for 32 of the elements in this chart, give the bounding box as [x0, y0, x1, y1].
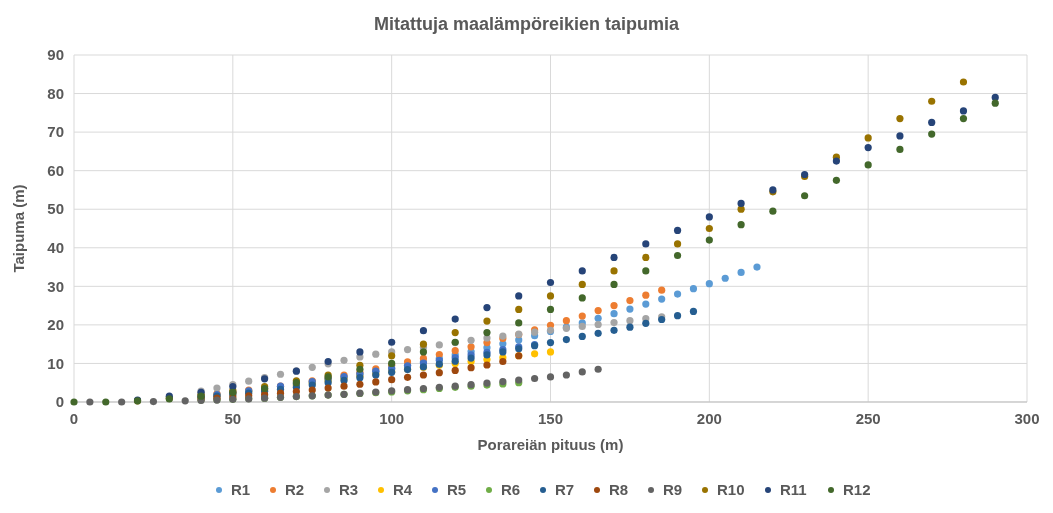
y-tick-label: 0 [55, 393, 64, 411]
x-tick-label: 300 [1014, 410, 1040, 427]
legend-label: R4 [393, 481, 413, 498]
legend-label: R5 [447, 481, 467, 498]
y-tick-label: 90 [47, 46, 64, 64]
legend-label: R7 [555, 481, 575, 498]
legend-label: R9 [663, 481, 683, 498]
y-tick-label: 50 [47, 200, 64, 218]
x-axis-title: Porareiän pituus (m) [477, 436, 624, 453]
legend-label: R6 [501, 481, 521, 498]
y-axis-title: Taipuma (m) [10, 184, 27, 273]
legend-label: R10 [717, 481, 745, 498]
y-tick-label: 30 [47, 277, 64, 295]
legend-label: R11 [780, 481, 807, 498]
legend-label: R12 [843, 481, 871, 498]
legend-label: R2 [285, 481, 305, 498]
x-tick-label: 100 [379, 410, 405, 427]
x-tick-label: 0 [69, 410, 79, 427]
x-tick-label: 250 [855, 410, 881, 427]
x-tick-label: 50 [224, 410, 242, 427]
y-tick-label: 60 [47, 161, 64, 179]
x-tick-label: 200 [696, 410, 722, 427]
y-tick-label: 70 [47, 123, 64, 141]
y-tick-label: 10 [47, 354, 64, 372]
legend-label: R8 [609, 481, 629, 498]
legend-label: R3 [339, 481, 359, 498]
chart-title: Mitattuja maalämpöreikien taipumia [373, 14, 681, 34]
y-tick-label: 40 [47, 239, 64, 257]
y-tick-label: 80 [47, 84, 64, 102]
x-tick-label: 150 [537, 410, 564, 427]
legend-label: R1 [231, 481, 251, 498]
y-tick-label: 20 [47, 316, 64, 334]
